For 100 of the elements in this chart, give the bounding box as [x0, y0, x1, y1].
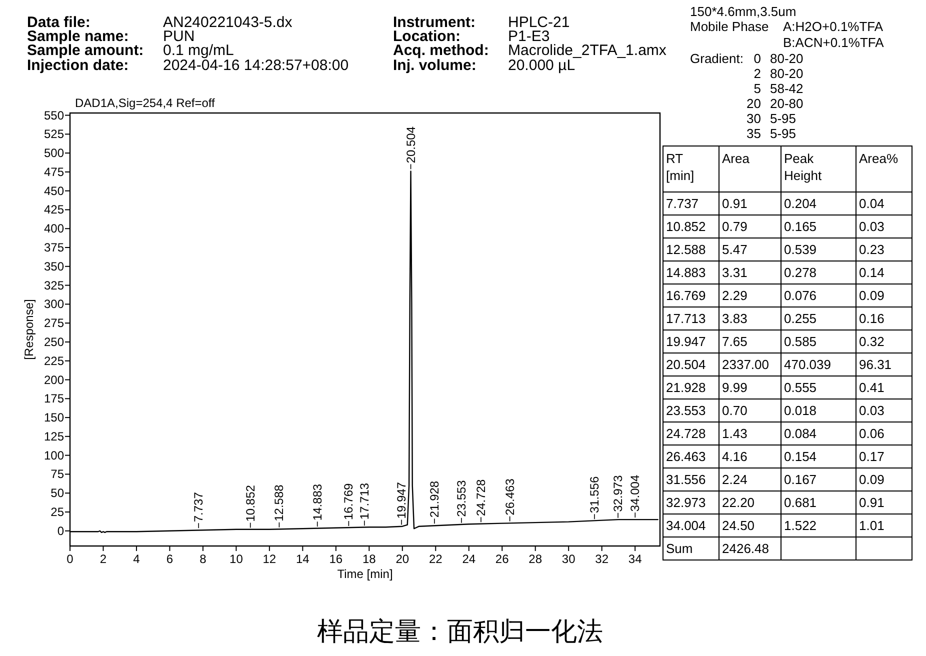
- annotation: 23.553: [454, 480, 468, 517]
- text: 470.039: [784, 357, 831, 372]
- annotation: 24.728: [474, 479, 488, 516]
- text: 0: [754, 51, 761, 66]
- text: 0.084: [784, 426, 817, 441]
- text: 5-95: [770, 126, 796, 141]
- y-tick-label: 300: [44, 297, 64, 312]
- text: 0.018: [784, 403, 817, 418]
- y-tick-label: 400: [44, 222, 64, 236]
- text: 0.167: [784, 472, 817, 487]
- text: B:ACN+0.1%TFA: [783, 35, 884, 50]
- y-tick-label: 475: [44, 164, 64, 179]
- text: 0.16: [859, 311, 884, 326]
- text: 0.681: [784, 495, 817, 510]
- text: Acq. method:: [393, 42, 489, 59]
- text: 3.31: [722, 265, 748, 280]
- annotation: 16.769: [342, 482, 356, 520]
- text: 31.556: [666, 472, 706, 487]
- text: 2426.48: [722, 541, 769, 556]
- text: 1.43: [722, 426, 748, 441]
- text: 0.14: [859, 265, 884, 280]
- text: 0.204: [784, 196, 817, 211]
- y-tick-label: 150: [44, 410, 64, 425]
- y-tick-label: 450: [44, 184, 64, 198]
- text: 5-95: [770, 111, 796, 126]
- text: 96.31: [859, 357, 892, 372]
- x-tick-label: 26: [495, 552, 510, 566]
- text: 19.947: [666, 334, 706, 349]
- y-tick-label: 550: [44, 108, 64, 122]
- text: Sample name:: [27, 28, 129, 45]
- annotation: 32.973: [611, 474, 625, 512]
- text: 23.553: [666, 403, 706, 418]
- text: 34.004: [666, 518, 706, 533]
- x-tick-label: 12: [262, 552, 276, 566]
- text: 0.79: [722, 219, 748, 234]
- text: 20: [746, 96, 761, 111]
- x-tick-label: 6: [166, 552, 174, 566]
- y-tick-label: 350: [44, 259, 64, 274]
- text: 样品定量：面积归一化法: [317, 617, 603, 647]
- x-tick-label: 18: [362, 552, 376, 566]
- text: 7.65: [722, 334, 748, 349]
- text: 1.522: [784, 518, 817, 533]
- text: AN240221043-5.dx: [163, 14, 293, 31]
- text: 0.09: [859, 472, 884, 487]
- text: 0.539: [784, 242, 817, 257]
- y-tick-label: 75: [50, 467, 64, 482]
- text: 0.32: [859, 334, 884, 349]
- text: 0.255: [784, 311, 817, 326]
- annotation: 10.852: [243, 484, 258, 522]
- y-tick-label: 25: [50, 504, 64, 519]
- x-tick-label: 10: [230, 552, 244, 566]
- y-tick-label: 0: [57, 524, 64, 538]
- text: 26.463: [666, 449, 706, 464]
- text: 17.713: [666, 311, 706, 326]
- x-tick-label: 8: [200, 552, 207, 566]
- text: PUN: [163, 28, 195, 45]
- y-tick-label: 250: [44, 334, 64, 349]
- text: 0.165: [784, 219, 817, 234]
- text: 0.23: [859, 242, 884, 257]
- annotation: 14.883: [310, 484, 324, 521]
- text: 0.41: [859, 380, 884, 395]
- x-tick-label: 2: [100, 552, 107, 566]
- text: 30: [746, 111, 761, 126]
- text: 2024-04-16 14:28:57+08:00: [163, 57, 349, 74]
- text: 16.769: [666, 288, 706, 303]
- text: 22.20: [722, 495, 755, 510]
- text: 0.91: [722, 196, 748, 211]
- text: Sum: [666, 541, 693, 556]
- text: HPLC-21: [508, 14, 570, 31]
- text: 12.588: [666, 242, 706, 257]
- text: 0.04: [859, 196, 884, 211]
- text: 0.09: [859, 288, 884, 303]
- annotation: 7.737: [192, 492, 206, 522]
- annotation: 31.556: [587, 476, 602, 514]
- annotation: 26.463: [502, 478, 517, 516]
- category-label: Peak Height: [784, 151, 822, 183]
- y-tick-label: 325: [44, 278, 64, 292]
- text: 0.17: [859, 449, 884, 464]
- text: 0.278: [784, 265, 817, 280]
- text: Macrolide_2TFA_1.amx: [508, 42, 667, 59]
- y-tick-label: 175: [44, 392, 64, 406]
- text: 150*4.6mm,3.5um: [690, 4, 796, 19]
- text: 14.883: [666, 265, 706, 280]
- y-tick-label: 200: [44, 372, 64, 387]
- category-label: RT [min]: [666, 151, 694, 183]
- text: 3.83: [722, 311, 748, 326]
- text: Instrument:: [393, 14, 476, 31]
- y-tick-label: 425: [44, 202, 64, 217]
- text: Data file:: [27, 14, 90, 31]
- text: 21.928: [666, 380, 706, 395]
- text: 20.504: [666, 357, 706, 372]
- y-tick-label: 100: [44, 448, 64, 462]
- text: 0.555: [784, 380, 817, 395]
- text: 58-42: [770, 81, 804, 96]
- text: 24.50: [722, 518, 755, 533]
- text: 2: [754, 66, 761, 81]
- x-tick-label: 30: [562, 552, 576, 566]
- text: 9.99: [722, 380, 748, 395]
- y-tick-label: 225: [44, 354, 64, 368]
- text: 2.29: [722, 288, 748, 303]
